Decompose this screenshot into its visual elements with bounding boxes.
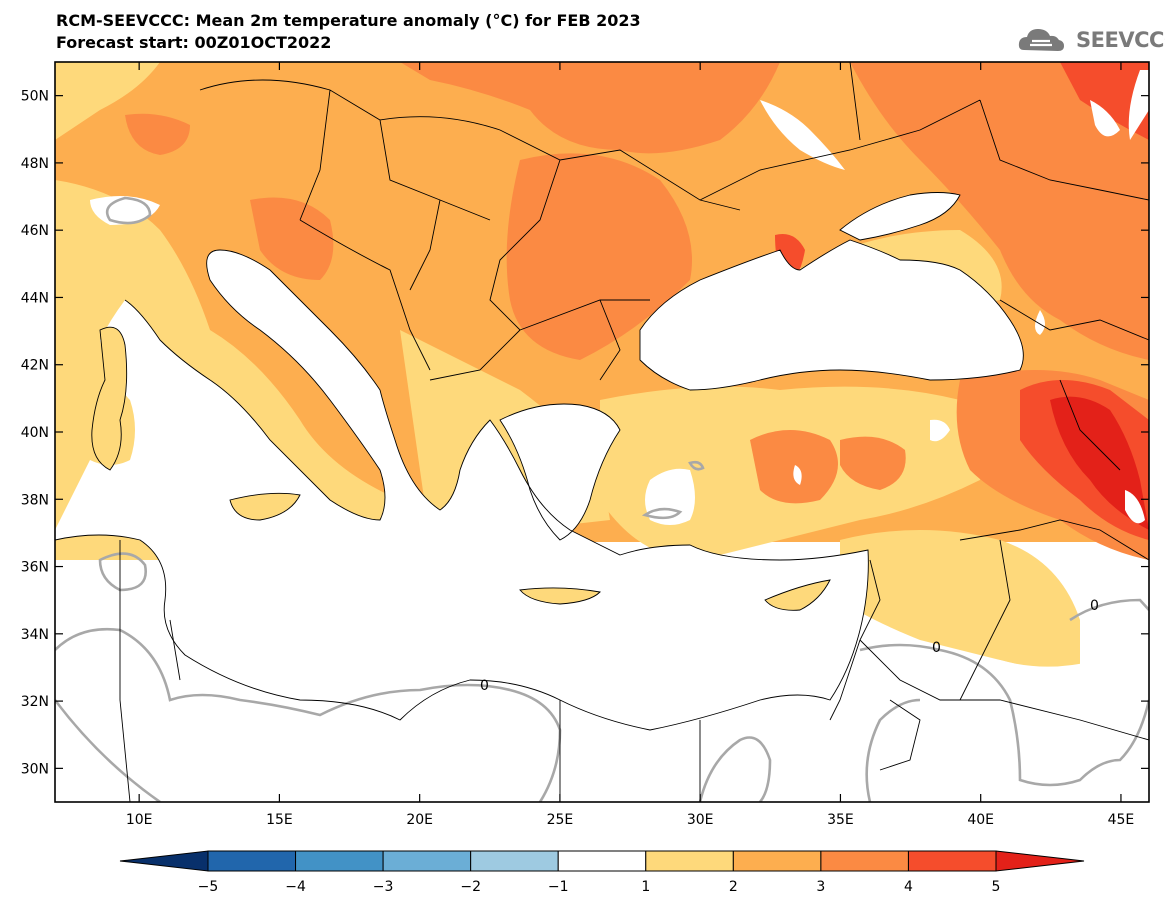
colorbar-segment <box>382 850 472 872</box>
border-lines <box>119 62 1149 802</box>
anomaly-gt5-caucasus <box>1050 396 1149 530</box>
lon-tick-label: 15E <box>266 812 293 828</box>
colorbar-segment <box>470 850 559 872</box>
colorbar: −5 −4 −3 −2 −1 1 2 3 4 5 <box>119 850 1085 895</box>
colorbar-label: 4 <box>904 879 913 895</box>
zero-contour-sinai <box>859 643 1149 787</box>
anomaly-near-zero-arabia <box>840 640 1149 802</box>
anomaly-4-5-north-east <box>1060 62 1149 140</box>
zero-contour-arabia <box>865 698 921 802</box>
coast-black-sea <box>639 239 1024 391</box>
lake-white-patches <box>760 70 1149 524</box>
lon-tick-label: 30E <box>687 812 714 828</box>
island-cyprus <box>765 580 830 611</box>
lat-tick-label: 40N <box>21 425 49 441</box>
zero-contour-algeria <box>98 552 147 592</box>
map-title: RCM-SEEVCCC: Mean 2m temperature anomaly… <box>56 11 641 30</box>
colorbar-segment <box>732 850 822 872</box>
coast-aegean <box>499 403 621 541</box>
colorbar-label: 1 <box>641 879 650 895</box>
lon-tick-label: 25E <box>547 812 574 828</box>
lat-tick-label: 50N <box>21 89 49 105</box>
colorbar-segment <box>907 850 997 872</box>
lat-tick-label: 46N <box>21 223 49 239</box>
colorbar-label: 5 <box>992 879 1001 895</box>
lon-tick-label: 10E <box>126 812 153 828</box>
colorbar-max-arrow <box>995 850 1085 872</box>
lat-tick-label: 32N <box>21 694 49 710</box>
islands-outlines <box>91 326 831 611</box>
colorbar-label: −5 <box>198 879 219 895</box>
colorbar-segment <box>645 850 734 872</box>
anomaly-3-4-central-anatolia <box>750 430 838 504</box>
coast-mediterranean <box>55 249 869 731</box>
anomaly-3-4-west-alps <box>125 113 190 155</box>
zero-contour-tunisia-south <box>55 627 562 802</box>
colorbar-segment <box>820 850 909 872</box>
anomaly-3-4-north <box>400 62 780 154</box>
sea-black-sea <box>640 240 1024 390</box>
anomaly-1-2-north-west <box>55 62 160 140</box>
island-sicily <box>230 493 300 520</box>
lat-tick-label: 34N <box>21 627 49 643</box>
colorbar-segment <box>557 850 647 872</box>
anomaly-3-4-cappadocia <box>840 436 906 490</box>
lon-tick-label: 40E <box>967 812 994 828</box>
colorbar-label: −3 <box>373 879 394 895</box>
lat-tick-label: 30N <box>21 761 49 777</box>
lat-tick-label: 36N <box>21 560 49 576</box>
zero-contour-africa-west <box>55 699 161 802</box>
zero-contour-anatolia-inland <box>641 460 705 520</box>
contour-label-zero-2: 0 <box>932 640 941 656</box>
forecast-start: Forecast start: 00Z01OCT2022 <box>56 33 332 52</box>
colorbar-label: −1 <box>548 879 569 895</box>
anomaly-3-4-east <box>850 62 1149 360</box>
island-corsica-sardinia <box>91 327 127 470</box>
axis-ticks: 10E 15E 20E 25E 30E 35E 40E 45E 30N 32N 34N 36N 38N 4… <box>21 62 1149 828</box>
zero-contour-alps <box>105 196 152 225</box>
colorbar-label: 2 <box>729 879 738 895</box>
anomaly-1-2-levant <box>840 530 1080 680</box>
colorbar-segment <box>207 850 297 872</box>
coastlines-borders <box>55 62 1149 802</box>
anomaly-3-4-adriatic <box>250 197 334 280</box>
sea-aegean <box>500 404 620 540</box>
lon-tick-label: 45E <box>1108 812 1135 828</box>
lat-tick-label: 38N <box>21 492 49 508</box>
lon-tick-label: 35E <box>827 812 854 828</box>
cloud-icon <box>1018 29 1064 51</box>
contour-label-zero-1: 0 <box>480 678 489 694</box>
island-crete <box>520 587 600 604</box>
sea-mediterranean <box>55 250 869 730</box>
coast-azov <box>839 192 961 241</box>
colorbar-min-arrow <box>119 850 209 872</box>
zero-contours <box>55 196 1149 802</box>
lat-tick-label: 42N <box>21 358 49 374</box>
anomaly-field: 0 0 0 <box>55 62 1149 802</box>
lon-tick-label: 20E <box>406 812 433 828</box>
logo-text: SEEVCCC <box>1076 28 1165 52</box>
sea-azov <box>840 192 960 240</box>
contour-label-zero-3: 0 <box>1090 598 1099 614</box>
zero-contour-egypt <box>698 736 772 802</box>
lat-tick-label: 48N <box>21 156 49 172</box>
lat-tick-label: 44N <box>21 290 49 306</box>
zero-contour-iraq <box>1069 598 1149 622</box>
colorbar-label: 3 <box>816 879 825 895</box>
colorbar-label: −2 <box>460 879 481 895</box>
anomaly-near-zero-africa <box>55 613 800 802</box>
colorbar-label: −4 <box>285 879 306 895</box>
anomaly-3-4-carpathian <box>506 153 692 360</box>
colorbar-segment <box>295 850 384 872</box>
